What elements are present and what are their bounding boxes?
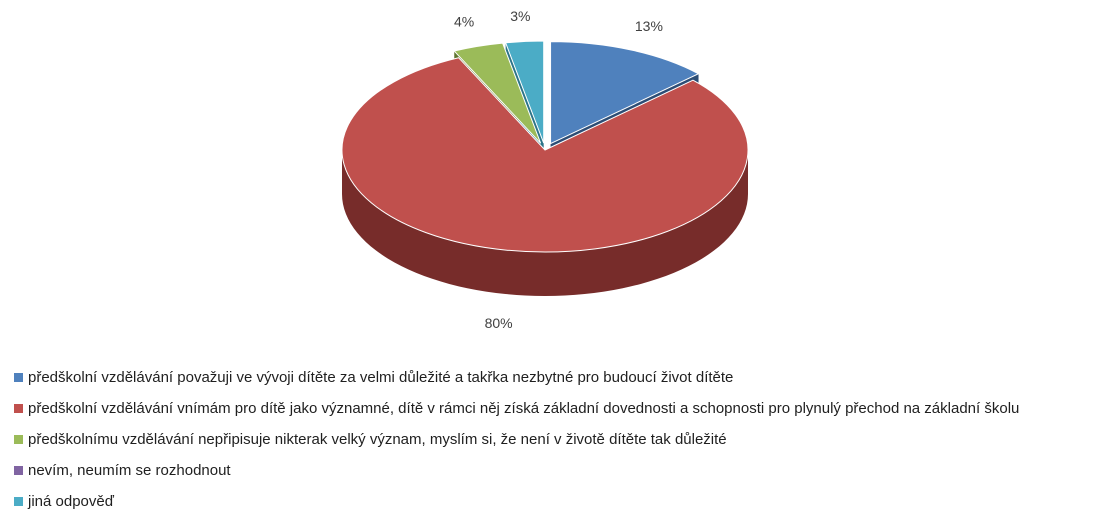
legend-item: předškolní vzdělávání vnímám pro dítě ja… [14, 393, 1099, 424]
legend-item: předškolní vzdělávání považuji ve vývoji… [14, 362, 1099, 393]
pie-chart-svg: 13% 80% 4% 3% [341, 8, 749, 331]
legend: předškolní vzdělávání považuji ve vývoji… [14, 362, 1099, 517]
pie-chart: 13% 80% 4% 3% [341, 8, 749, 331]
legend-swatch [14, 404, 23, 413]
legend-label: jiná odpověď [28, 493, 114, 510]
legend-label: předškolní vzdělávání vnímám pro dítě ja… [28, 400, 1020, 417]
pie-tops [341, 40, 749, 253]
pie-slice [341, 57, 749, 253]
legend-swatch [14, 466, 23, 475]
pie-labels: 13% 80% 4% 3% [454, 8, 663, 331]
slice-value-label: 4% [454, 14, 474, 30]
legend-label: předškolnímu vzdělávání nepřipisuje nikt… [28, 431, 727, 448]
slice-value-label: 3% [510, 8, 530, 24]
slice-value-label: 80% [485, 315, 513, 331]
pie-slice [504, 40, 545, 144]
legend-swatch [14, 435, 23, 444]
legend-item: předškolnímu vzdělávání nepřipisuje nikt… [14, 424, 1099, 455]
legend-item: nevím, neumím se rozhodnout [14, 455, 1099, 486]
legend-label: nevím, neumím se rozhodnout [28, 462, 231, 479]
slice-value-label: 13% [635, 18, 663, 34]
legend-swatch [14, 497, 23, 506]
pie-slice [453, 42, 542, 144]
pie-slice-side [342, 150, 748, 296]
pie-slice [550, 41, 700, 145]
legend-label: předškolní vzdělávání považuji ve vývoji… [28, 369, 734, 386]
legend-item: jiná odpověď [14, 486, 1099, 517]
legend-swatch [14, 373, 23, 382]
